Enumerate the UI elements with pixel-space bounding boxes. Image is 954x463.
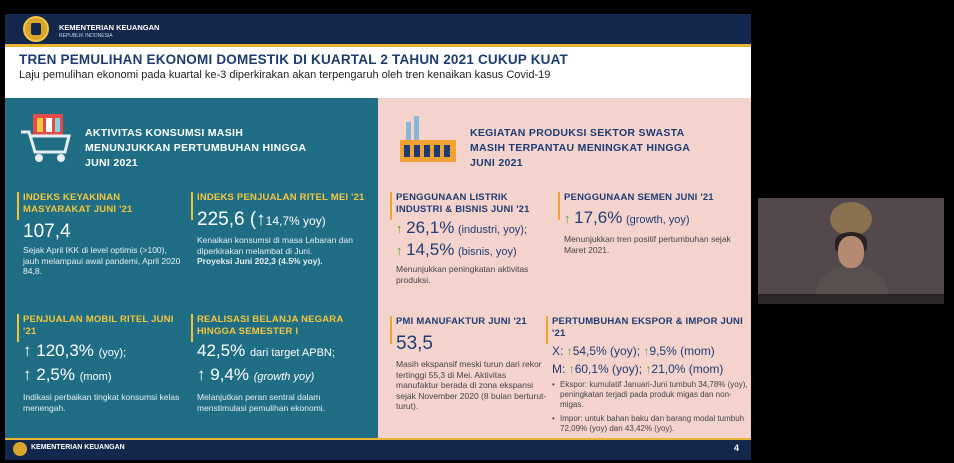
arrow-up-icon: ↑ xyxy=(23,365,32,384)
slide-topbar: KEMENTERIAN KEUANGAN REPUBLIK INDONESIA xyxy=(5,14,751,44)
ritel-proj: Proyeksi Juni 202,3 (4.5% yoy). xyxy=(197,256,323,266)
arrow-up-icon: ↑ xyxy=(643,344,650,358)
semen-v1: 17,6% xyxy=(574,208,623,227)
arrow-up-icon: ↑ xyxy=(256,209,266,230)
ritel-label: INDEKS PENJUALAN RITEL MEI '21 xyxy=(197,192,365,203)
semen-label: PENGGUNAAN SEMEN JUNI '21 xyxy=(564,192,714,203)
footer-org: KEMENTERIAN KEUANGAN xyxy=(31,444,125,451)
ekspor-bullet-2: Impor: untuk bahan baku dan barang modal… xyxy=(546,414,748,434)
semen-desc: Menunjukkan tren positif pertumbuhan sej… xyxy=(564,234,731,255)
page-number: 4 xyxy=(733,443,739,453)
ministry-logo-icon xyxy=(23,16,49,42)
pmi-desc: Masih ekspansif meski turun dari rekor t… xyxy=(396,359,547,411)
divider xyxy=(5,44,751,47)
org-sub: REPUBLIK INDONESIA xyxy=(59,33,113,39)
pmi-label: PMI MANUFAKTUR JUNI '21 xyxy=(396,316,527,327)
ikk-desc: Sejak April IKK di level optimis (>100),… xyxy=(23,245,181,276)
mobil-v2: 2,5% xyxy=(36,365,75,384)
ekspor-x-line: X: ↑54,5% (yoy); ↑9,5% (mom) xyxy=(552,344,715,358)
production-panel: KEGIATAN PRODUKSI SEKTOR SWASTA MASIH TE… xyxy=(378,98,751,438)
production-title: KEGIATAN PRODUKSI SEKTOR SWASTA MASIH TE… xyxy=(470,127,690,169)
ritel-value: 225,6 xyxy=(197,209,245,230)
pmi-block: PMI MANUFAKTUR JUNI '21 53,5 Masih ekspa… xyxy=(390,316,550,412)
arrow-up-icon: ↑ xyxy=(564,211,571,226)
org-name: KEMENTERIAN KEUANGAN xyxy=(59,23,160,32)
ritel-line: 225,6 (↑14,7% yoy) xyxy=(197,209,326,230)
pmi-value: 53,5 xyxy=(396,333,433,354)
belanja-desc: Melanjutkan peran sentral dalam menstimu… xyxy=(197,392,326,413)
ekspor-block: PERTUMBUHAN EKSPOR & IMPOR JUNI '21 X: ↑… xyxy=(546,316,748,434)
ritel-desc: Kenaikan konsumsi di masa Lebaran dan di… xyxy=(197,235,353,256)
ekspor-label: PERTUMBUHAN EKSPOR & IMPOR JUNI '21 xyxy=(552,316,743,339)
arrow-up-icon: ↑ xyxy=(566,344,573,358)
shopping-cart-icon xyxy=(21,114,71,162)
ritel-block: INDEKS PENJUALAN RITEL MEI '21 225,6 (↑1… xyxy=(191,192,371,267)
slide-header: TREN PEMULIHAN EKONOMI DOMESTIK DI KUART… xyxy=(5,47,751,98)
mobil-label: PENJUALAN MOBIL RITEL JUNI '21 xyxy=(23,314,174,337)
factory-icon xyxy=(400,116,456,162)
arrow-up-icon: ↑ xyxy=(396,243,403,258)
speaker-video-thumbnail[interactable] xyxy=(758,198,944,304)
consumption-panel: AKTIVITAS KONSUMSI MASIH MENUNJUKKAN PER… xyxy=(5,98,378,438)
consumption-title: AKTIVITAS KONSUMSI MASIH MENUNJUKKAN PER… xyxy=(85,127,306,169)
ikk-block: INDEKS KEYAKINAN MASYARAKAT JUNI '21 107… xyxy=(17,192,182,277)
belanja-label: REALISASI BELANJA NEGARA HINGGA SEMESTER… xyxy=(197,314,344,337)
garuda-emblem-icon xyxy=(830,202,872,236)
mobil-v1: 120,3% xyxy=(36,341,94,360)
arrow-up-icon: ↑ xyxy=(645,362,652,376)
belanja-block: REALISASI BELANJA NEGARA HINGGA SEMESTER… xyxy=(191,314,371,413)
listrik-desc: Menunjukkan peningkatan aktivitas produk… xyxy=(396,264,529,285)
mobil-desc: Indikasi perbaikan tingkat konsumsi kela… xyxy=(23,392,180,413)
listrik-block: PENGGUNAAN LISTRIK INDUSTRI & BISNIS JUN… xyxy=(390,192,555,285)
arrow-up-icon: ↑ xyxy=(568,362,575,376)
presentation-slide: KEMENTERIAN KEUANGAN REPUBLIK INDONESIA … xyxy=(5,14,751,460)
listrik-v2: 14,5% xyxy=(406,240,455,259)
arrow-up-icon: ↑ xyxy=(396,221,403,236)
ekspor-m-line: M: ↑60,1% (yoy); ↑21,0% (mom) xyxy=(552,362,724,376)
ekspor-bullet-1: Ekspor: kumulatif Januari-Juni tumbuh 34… xyxy=(546,380,748,410)
belanja-v2: 9,4% xyxy=(210,365,249,384)
listrik-label: PENGGUNAAN LISTRIK INDUSTRI & BISNIS JUN… xyxy=(396,192,530,215)
ikk-value: 107,4 xyxy=(23,221,71,242)
arrow-up-icon: ↑ xyxy=(23,341,32,360)
belanja-v1: 42,5% xyxy=(197,341,246,360)
speaker-avatar xyxy=(838,236,864,268)
slide-footer: KEMENTERIAN KEUANGAN 4 xyxy=(5,438,751,460)
mobil-block: PENJUALAN MOBIL RITEL JUNI '21 ↑ 120,3% … xyxy=(17,314,182,413)
semen-block: PENGGUNAAN SEMEN JUNI '21 ↑ 17,6% (growt… xyxy=(558,192,743,255)
ritel-change: 14,7% yoy) xyxy=(265,214,326,228)
ikk-label: INDEKS KEYAKINAN MASYARAKAT JUNI '21 xyxy=(23,192,133,215)
ministry-logo-icon xyxy=(13,442,27,456)
slide-title: TREN PEMULIHAN EKONOMI DOMESTIK DI KUART… xyxy=(19,52,568,67)
arrow-up-icon: ↑ xyxy=(197,365,206,384)
listrik-v1: 26,1% xyxy=(406,218,455,237)
slide-subtitle: Laju pemulihan ekonomi pada kuartal ke-3… xyxy=(19,69,551,81)
